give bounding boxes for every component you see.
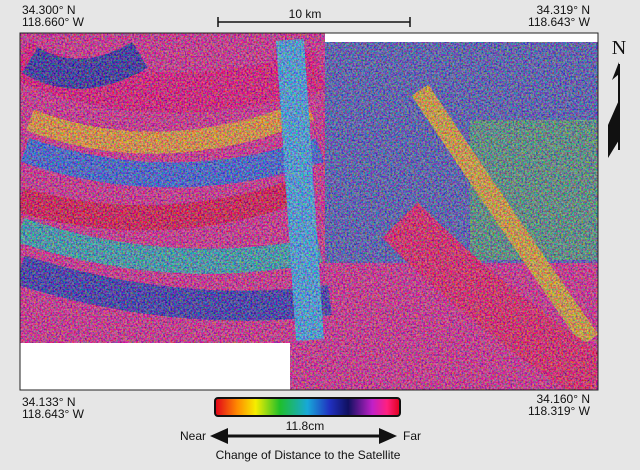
legend-far: Far: [403, 429, 421, 443]
interferogram: [20, 33, 598, 390]
scale-label: 10 km: [289, 7, 322, 21]
corner-lon: 118.643° W: [528, 15, 591, 29]
map-frame: [19, 32, 599, 391]
corner-lon: 118.319° W: [528, 404, 591, 418]
corner-lon: 118.643° W: [22, 407, 85, 421]
legend-caption: Change of Distance to the Satellite: [216, 448, 401, 462]
north-arrow: N: [608, 37, 626, 158]
corner-lat: 34.319° N: [536, 3, 590, 17]
corner-lat: 34.160° N: [536, 392, 590, 406]
legend-label: 11.8cm: [286, 419, 324, 433]
corner-lat: 34.133° N: [22, 395, 76, 409]
corner-lat: 34.300° N: [22, 3, 76, 17]
north-label: N: [612, 37, 626, 59]
scale-bar: 10 km: [217, 7, 411, 27]
legend-near: Near: [180, 429, 206, 443]
color-legend: 11.8cm Near Far Change of Distance to th…: [180, 397, 421, 462]
corner-lon: 118.660° W: [22, 15, 85, 29]
